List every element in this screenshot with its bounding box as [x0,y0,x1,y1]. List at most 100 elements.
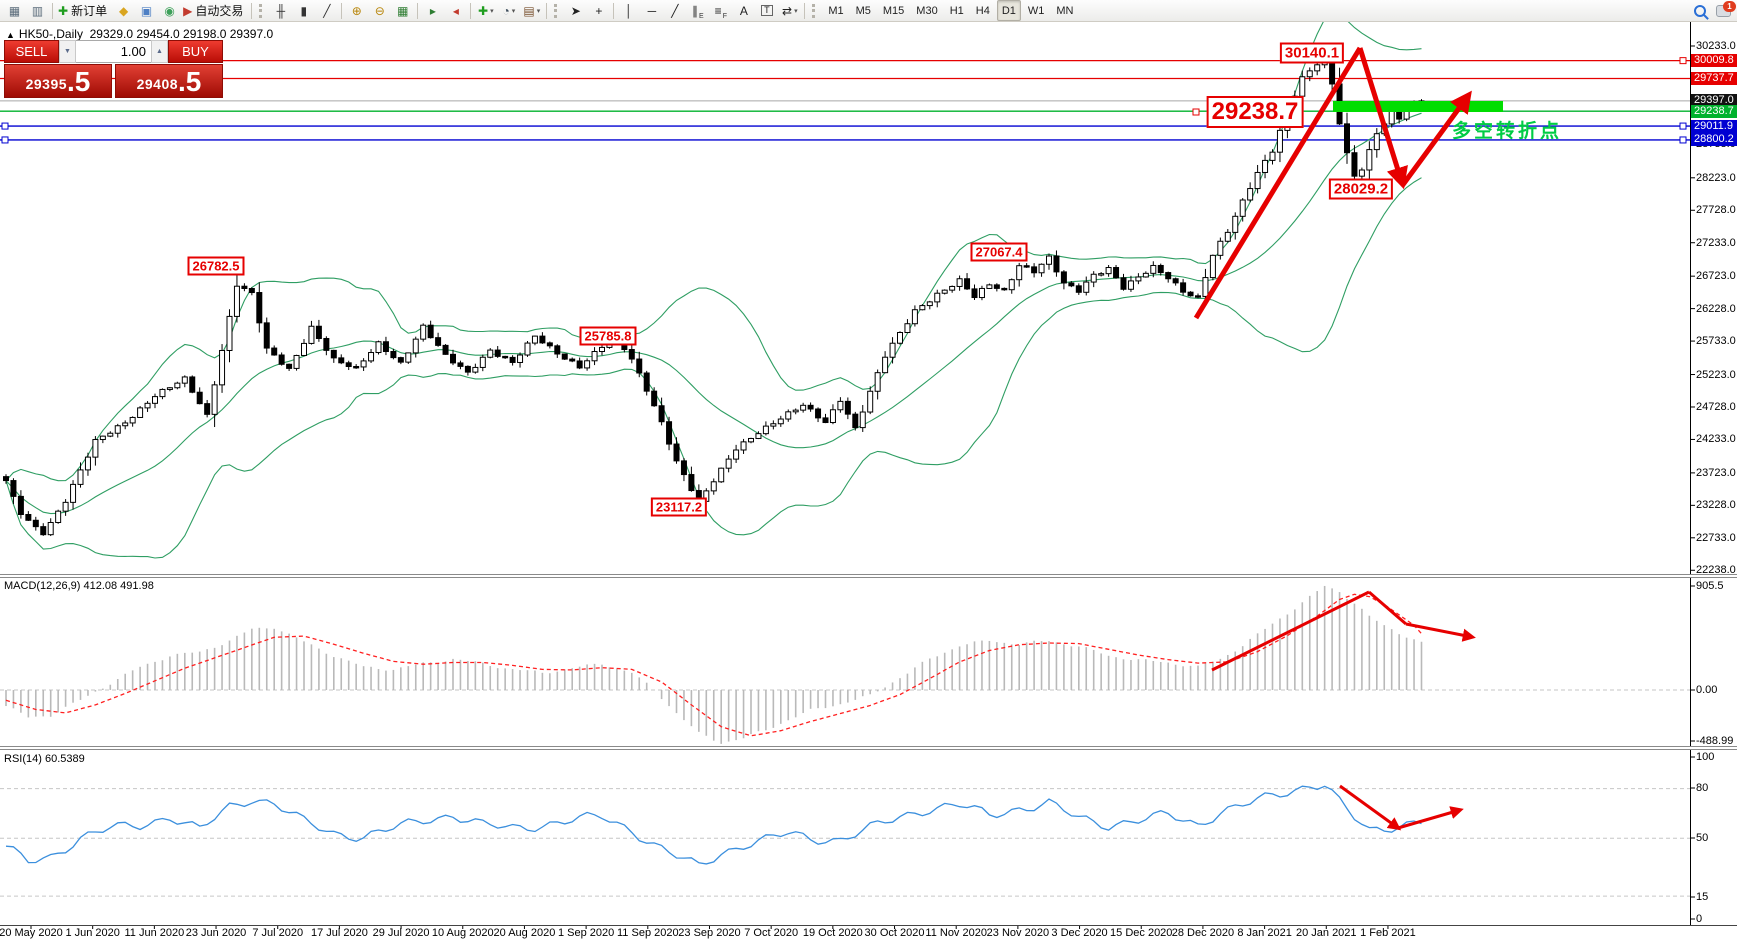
timeframe-button-w1[interactable]: W1 [1027,4,1045,17]
toolbar-grip[interactable] [812,3,818,18]
arrows-tool-icon[interactable]: ⇄ ▾ [779,0,800,21]
volume-decrease-button[interactable]: ▼ [59,40,76,63]
price-tag-29238.7: 29238.7 [1691,104,1737,118]
volume-increase-button[interactable]: ▲ [151,40,168,63]
toolbar-separator [251,2,253,19]
crosshair-icon[interactable]: + [588,0,609,21]
date-axis-label: 15 Dec 2020 [1110,927,1173,939]
volume-value[interactable]: 1.00 [120,44,146,59]
horizontal-line-icon[interactable]: ─ [641,0,662,21]
swing-price-label[interactable]: 27067.4 [970,242,1028,262]
arrows-tool-icon-dropdown[interactable]: ▾ [794,7,798,15]
text-icon[interactable]: A [733,0,754,21]
swing-price-label[interactable]: 28029.2 [1328,178,1394,200]
periods-icon-dropdown[interactable]: ▾ [511,7,516,15]
auto-scroll-icon: ▸ [429,3,436,18]
buy-price-button[interactable]: 29408 .5 [115,64,223,98]
price-level-lines [0,59,1690,141]
date-axis-label: 3 Dec 2020 [1051,927,1108,939]
turning-point-note[interactable]: 多空转折点 [1452,121,1563,142]
date-axis-label: 1 Feb 2021 [1360,927,1416,939]
swing-price-label[interactable]: 30140.1 [1279,42,1345,64]
label-handle [1192,108,1200,116]
option-chart-icon[interactable]: ◉ [159,0,180,21]
bar-chart-icon[interactable]: ╫ [270,0,291,21]
sell-price-button[interactable]: 29395 .5 [4,64,112,98]
date-axis-label: 23 Jun 2020 [185,927,247,939]
macd-rsi-divider[interactable] [0,746,1737,750]
chart-window-icon[interactable]: ▦ [4,0,25,21]
volume-input[interactable]: 1.00 [76,40,151,63]
text-label-icon[interactable]: T [756,0,777,21]
date-axis-label: 7 Oct 2020 [744,927,799,939]
sell-price-frac: .5 [67,66,91,97]
vertical-line-icon[interactable]: │ [618,0,639,21]
templates-icon[interactable]: ▤ ▾ [521,0,542,21]
toolbar-grip[interactable] [554,3,560,18]
trendline-icon[interactable]: ╱ [664,0,685,21]
indicator-axis-tick: 905.5 [1696,580,1724,592]
terminal-icon[interactable]: ▣ [136,0,157,21]
line-chart-icon[interactable]: ╱ [316,0,337,21]
add-indicator-icon-dropdown[interactable]: ▾ [490,7,494,15]
autotrading-button[interactable]: ▶ 自动交易 [182,0,247,21]
fibonacci-icon[interactable]: ≡ F [714,3,727,21]
toolbar: ▦ ▥ ✚ 新订单 ◆ ▣ ◉ ▶ 自动交易 ╫ ▮ ╱ ⊕ ⊖ ▦ ▸ ◂ ✚ ▾ ◔ ▾ ▤ ▾ ➤ + │ ─ ╱ ∥ E ≡ F A T ⇄… [0,0,1737,22]
search-icon[interactable] [1694,5,1706,17]
collapse-panel-icon[interactable]: ▲ [6,30,15,40]
timeframe-button-m5[interactable]: M5 [855,4,871,17]
timeframe-button-d1[interactable]: D1 [996,0,1021,21]
swing-price-label[interactable]: 26782.5 [187,256,245,276]
price-axis-tick: 30233.0 [1696,40,1736,52]
crosshair-icon: + [595,3,603,18]
sell-button[interactable]: SELL [4,40,59,63]
rsi-line [5,785,1422,865]
notifications-icon[interactable]: 1 [1716,1,1736,17]
swing-price-label[interactable]: 29238.7 [1206,96,1304,128]
swing-price-label[interactable]: 25785.8 [579,326,637,346]
auto-scroll-icon[interactable]: ▸ [422,0,443,21]
macd-trend-arrow [1211,590,1370,672]
swing-price-label[interactable]: 23117.2 [650,497,708,517]
timeframe-button-h1[interactable]: H1 [949,4,964,17]
timeframe-button-h4[interactable]: H4 [975,4,990,17]
macd-signal-line [5,593,1422,737]
toolbar-grip[interactable] [259,3,265,18]
horizontal-line-icon: ─ [647,3,657,18]
chart-shift-icon[interactable]: ◂ [445,0,466,21]
macd-trend-arrow [1405,622,1476,642]
templates-icon-dropdown[interactable]: ▾ [536,7,541,15]
timeframe-button-m15[interactable]: M15 [882,4,905,17]
line-handle [1679,57,1687,65]
line-handle [1,136,9,144]
cursor-icon: ➤ [570,3,581,18]
timeframe-button-mn[interactable]: MN [1056,4,1074,17]
chart-shift-icon: ◂ [452,3,459,18]
periods-icon[interactable]: ◔ ▾ [498,0,519,21]
main-macd-divider[interactable] [0,574,1737,578]
add-indicator-icon[interactable]: ✚ ▾ [475,0,496,21]
timeframe-button-m30[interactable]: M30 [916,4,938,17]
tile-windows-icon[interactable]: ▦ [392,0,413,21]
price-axis-tick: 23228.0 [1696,499,1736,512]
zoom-out-icon[interactable]: ⊖ [369,0,390,21]
toolbar-separator [804,2,806,19]
zoom-in-icon[interactable]: ⊕ [346,0,367,21]
new-order-button[interactable]: ✚ 新订单 [57,0,111,21]
candlestick-chart-icon[interactable]: ▮ [293,0,314,21]
indicator-axis-tick: 15 [1696,891,1709,903]
metaeditor-icon[interactable]: ◆ [113,0,134,21]
date-axis-border [0,925,1737,926]
arrows-tool-icon: ⇄ [782,3,793,18]
cursor-icon[interactable]: ➤ [565,0,586,21]
line-handle [1679,136,1687,144]
date-axis-label: 28 Dec 2020 [1171,927,1235,939]
timeframe-button-m1[interactable]: M1 [828,4,844,17]
market-watch-icon[interactable]: ▥ [27,0,48,21]
channel-icon[interactable]: ∥ E [691,3,704,21]
new-order-button: ✚ [58,3,69,18]
buy-button[interactable]: BUY [168,40,223,63]
rsi-trend-arrow [1339,784,1402,831]
